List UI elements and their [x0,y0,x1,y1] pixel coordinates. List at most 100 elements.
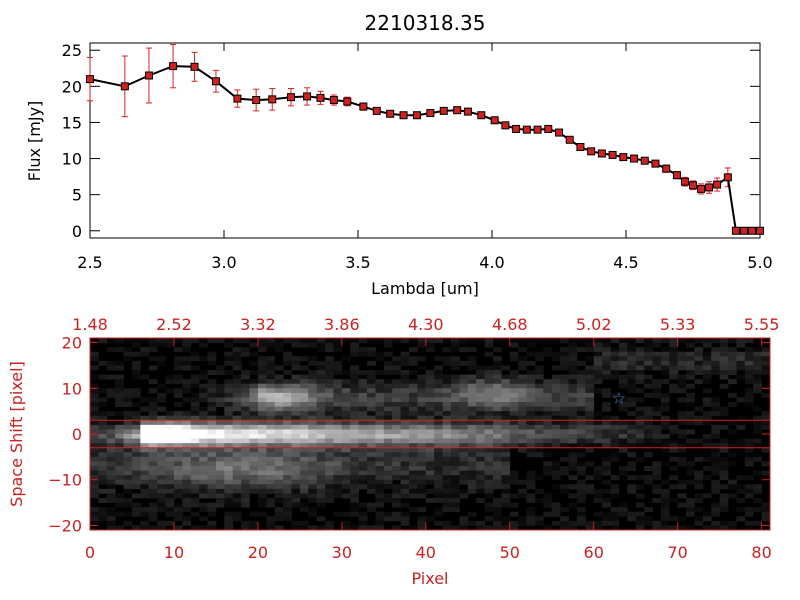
image-pixel [392,383,402,389]
image-pixel [140,456,150,462]
image-pixel [274,424,284,430]
image-pixel [484,479,494,485]
image-pixel [660,525,670,531]
image-pixel [677,356,687,362]
image-pixel [358,351,368,357]
image-pixel [173,424,183,430]
image-pixel [459,438,469,444]
image-pixel [534,475,544,481]
image-pixel [585,488,595,494]
image-pixel [450,470,460,476]
image-pixel [501,466,511,471]
image-pixel [744,392,754,398]
image-pixel [434,443,443,449]
image-pixel [274,466,284,471]
image-pixel [90,456,99,462]
image-pixel [173,429,183,435]
image-pixel [207,479,217,485]
image-pixel [442,498,452,503]
image-pixel [257,443,267,449]
image-pixel [518,424,527,430]
image-pixel [476,443,485,449]
image-pixel [291,379,301,385]
spectrum-y-tick-label: 0 [72,222,82,241]
image-pixel [450,488,460,494]
image-pixel [325,461,334,467]
image-pixel [568,456,578,462]
image-pixel [400,475,410,481]
image-pixel [450,374,460,380]
image-pixel [744,520,754,526]
image-pixel [308,525,318,531]
image-pixel [350,365,360,371]
image-pixel [761,461,771,467]
image-pixel [182,461,192,467]
image-pixel [509,402,519,407]
image-pixel [350,415,360,421]
image-pixel [568,356,578,362]
image-pixel [392,493,402,499]
image-pixel [568,347,578,353]
image-pixel [224,470,234,476]
image-pixel [98,415,108,421]
image-pixel [434,370,443,375]
image-pixel [702,475,712,481]
image-pixel [173,374,183,380]
image-pixel [526,475,536,481]
image-pixel [358,525,368,531]
spectrum-data-point [439,106,448,115]
image-pixel [375,493,385,499]
image-pixel [316,402,326,407]
image-pixel [375,356,385,362]
image-pixel [728,379,737,385]
image-pixel [660,461,670,467]
image-pixel [669,498,679,503]
image-pixel [215,365,225,371]
image-pixel [644,342,653,348]
image-pixel [417,520,427,526]
image-pixel [677,479,687,485]
image-pixel [476,466,485,471]
image-pixel [148,484,158,490]
image-pixel [753,347,763,353]
image-pixel [467,392,477,398]
image-pixel [215,429,225,435]
image-pixel [686,479,695,485]
image-pixel [526,388,536,394]
image-pixel [425,388,435,394]
image-pixel [148,511,158,517]
image-pixel [543,420,553,426]
image-pixel [484,470,494,476]
image-pixel [627,475,637,481]
image-pixel [711,525,721,531]
image-pixel [702,438,712,444]
image-pixel [459,452,469,458]
image-pixel [341,429,351,435]
image-pixel [425,383,435,389]
image-pixel [308,484,318,490]
image-pixel [400,351,410,357]
image-pixel [753,360,763,366]
image-pixel [316,461,326,467]
image-pixel [182,356,192,362]
image-pixel [476,383,485,389]
image-pixel [157,356,166,362]
image-pixel [635,415,645,421]
image-pixel [165,488,175,494]
image-pixel [232,511,242,517]
image-pixel [425,443,435,449]
image-pixel [585,365,595,371]
image-pixel [694,415,704,421]
image-pixel [241,479,250,485]
image-pixel [90,429,99,435]
image-pixel [694,493,704,499]
image-pixel [484,342,494,348]
image-pixel [115,452,124,458]
image-pixel [543,383,553,389]
image-pixel [173,443,183,449]
image-pixel [409,525,418,531]
image-pixel [308,488,318,494]
image-pixel [669,424,679,430]
spectrum-data-point [662,164,671,173]
image-pixel [375,379,385,385]
